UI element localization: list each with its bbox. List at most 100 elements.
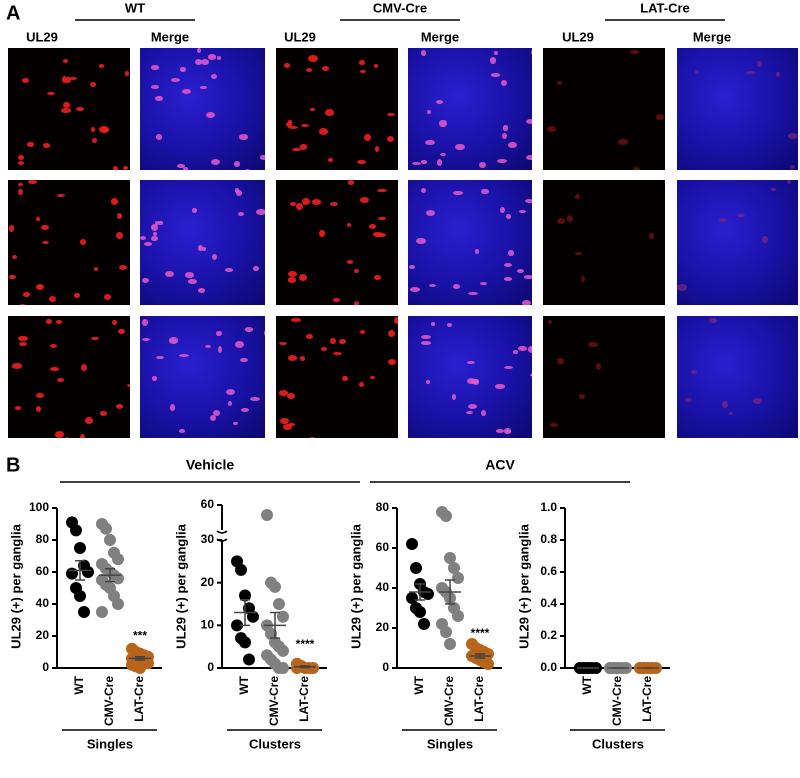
micrograph [408,180,532,305]
y-tick-label: 100 [29,500,49,514]
nucleus [787,132,798,139]
condition-label: ACV [485,457,515,473]
nucleus [118,264,127,270]
nucleus [425,210,436,217]
nucleus [503,125,508,131]
nucleus [150,65,159,70]
nucleus [142,278,149,284]
micrograph [8,180,130,305]
nucleus [677,284,688,291]
nucleus [42,241,50,245]
nucleus [649,233,654,239]
nucleus [574,251,583,256]
nucleus [566,215,573,222]
nucleus [155,95,163,101]
nucleus [81,364,87,371]
y-tick-label: 40 [376,580,390,594]
nucleus [36,217,41,222]
nucleus [722,400,729,408]
nucleus [420,49,427,56]
y-tick-label: 60 [376,540,390,554]
nucleus [287,354,298,361]
nucleus [437,158,443,166]
y-tick-label: 80 [36,532,50,546]
nucleus [547,320,552,325]
y-tick-label: 0.4 [540,596,557,610]
nucleus [94,267,99,271]
micrograph [677,48,798,170]
y-tick-label: 20 [376,620,390,634]
nucleus [387,358,396,365]
data-point [74,590,86,602]
nucleus [12,363,23,369]
micrograph [543,180,665,305]
nucleus [211,74,217,80]
nucleus [151,235,158,242]
y-tick-label: 80 [376,500,390,514]
nucleus [124,71,130,76]
nucleus [104,294,112,301]
nucleus [110,198,119,205]
nucleus [496,428,504,433]
nucleus [298,274,307,282]
nucleus [512,350,519,354]
significance: *** [133,629,147,643]
y-tick-label: 0.8 [540,532,557,546]
nucleus [280,417,289,425]
nucleus [718,217,727,222]
nucleus [556,217,565,224]
nucleus [62,59,68,63]
nucleus [333,297,341,303]
micrograph [543,48,665,170]
nucleus [469,378,479,385]
nucleus [216,330,222,336]
y-tick-label: 0.2 [540,628,557,642]
nucleus [57,193,65,197]
nucleus [90,336,99,341]
nucleus [283,423,292,430]
nucleus [55,319,62,324]
nucleus [8,224,15,232]
nucleus [358,59,366,65]
panel-label: B [6,454,20,476]
data-point [277,644,289,657]
y-axis-label: UL29 (+) per ganglia [8,523,23,648]
nucleus [655,114,664,120]
y-axis-label: UL29 (+) per ganglia [348,523,363,648]
micrograph [677,316,798,438]
data-point [277,610,289,623]
y-tick-label: 1.0 [540,500,557,514]
nucleus [263,329,265,337]
y-tick-label: 60 [36,564,50,578]
nucleus [50,344,58,349]
nucleus [209,415,216,422]
micrograph [543,316,665,438]
data-point [112,572,124,585]
x-tick-label: WT [237,675,251,694]
micrograph [677,180,798,305]
nucleus [151,85,159,89]
nucleus [179,354,190,358]
nucleus [771,187,777,192]
nucleus [11,255,17,260]
data-point [452,610,464,622]
nucleus [211,253,217,260]
nucleus [428,283,436,287]
nucleus [421,335,432,340]
nucleus [158,221,163,225]
nucleus [328,157,334,163]
nucleus [410,286,421,292]
x-tick-label: LAT-Cre [132,676,146,722]
nucleus [250,397,261,402]
nucleus [690,369,698,375]
nucleus [89,82,97,88]
nucleus [465,410,473,414]
nucleus [165,271,174,277]
nucleus [291,317,302,322]
nucleus [373,64,379,69]
nucleus [168,337,179,344]
nucleus [684,397,692,402]
nucleus [595,363,601,370]
nucleus [17,161,24,166]
